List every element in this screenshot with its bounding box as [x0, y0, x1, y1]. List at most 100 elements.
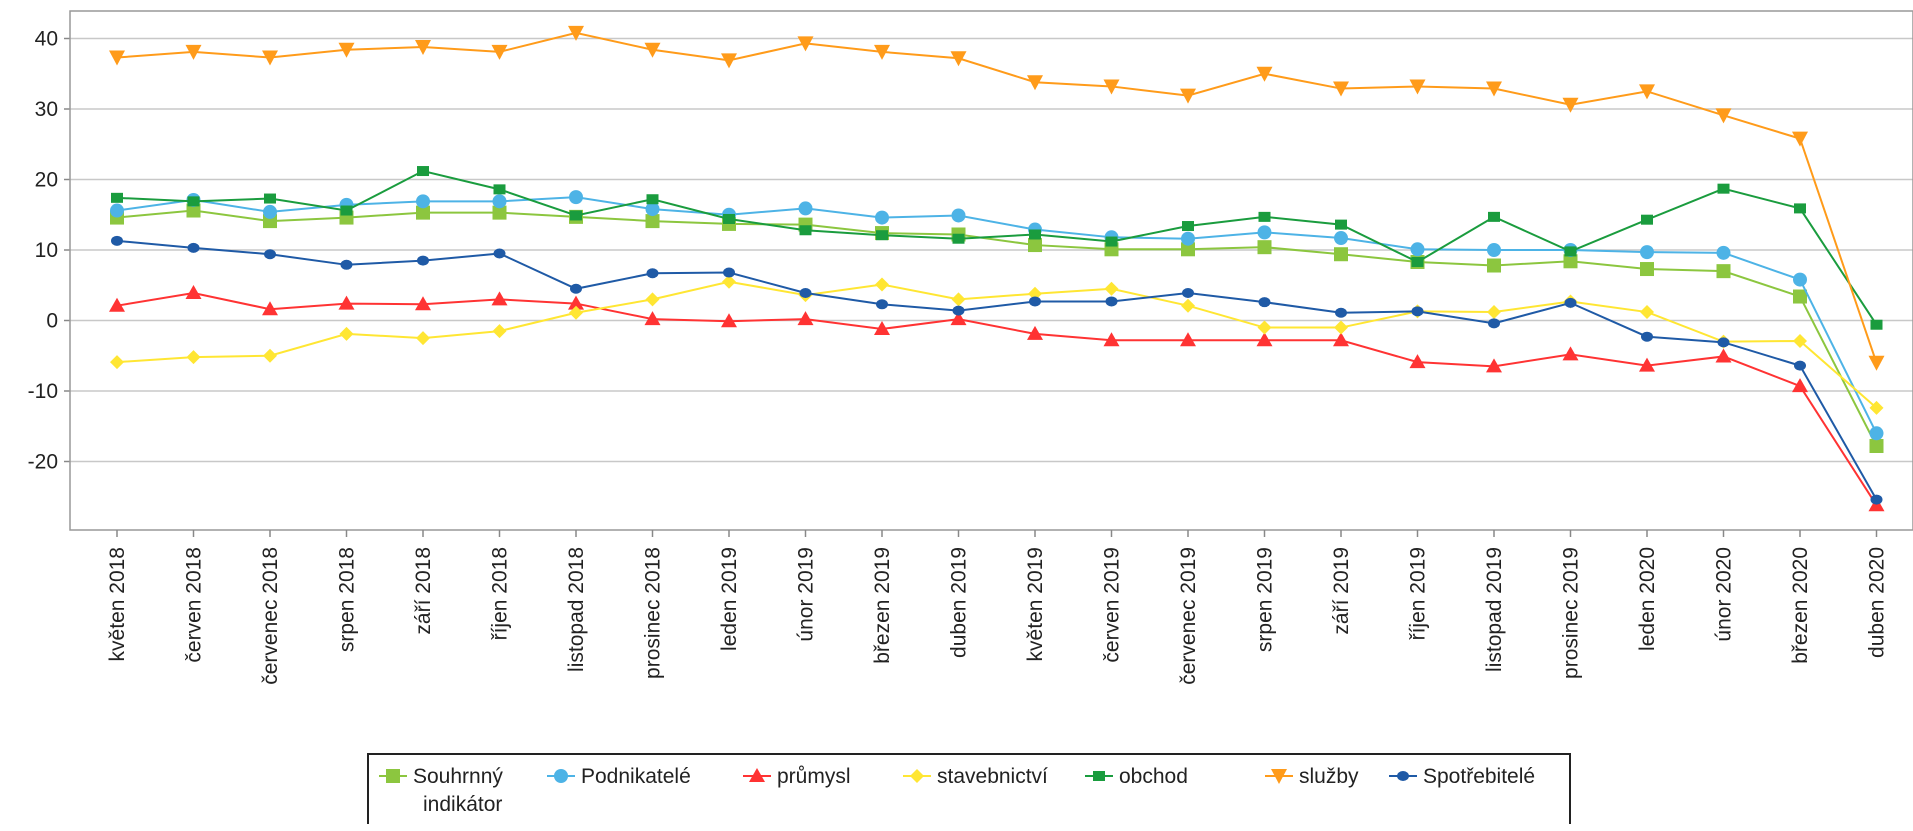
data-point	[187, 196, 200, 207]
data-point	[1334, 247, 1348, 262]
data-point	[722, 274, 736, 289]
data-point	[1640, 262, 1654, 277]
data-point	[263, 204, 277, 219]
legend-marker	[554, 769, 568, 783]
data-point	[721, 53, 737, 69]
data-point	[1411, 256, 1424, 267]
axes	[64, 10, 1913, 537]
data-point	[492, 205, 507, 220]
data-point	[1103, 332, 1120, 347]
data-point	[1794, 203, 1806, 214]
data-point	[797, 36, 814, 52]
data-point	[1180, 332, 1196, 347]
legend-marker	[1397, 771, 1409, 781]
series-služby	[109, 25, 1885, 371]
data-point	[1792, 378, 1808, 393]
data-point	[1487, 243, 1501, 257]
data-point	[1792, 131, 1808, 147]
x-tick-label: červen 2018	[183, 547, 206, 663]
data-point	[1564, 246, 1577, 257]
data-point	[186, 350, 201, 365]
legend-entry: služby	[1265, 765, 1359, 788]
data-point	[874, 320, 890, 335]
x-tick-label: duben 2019	[948, 547, 971, 658]
series-stavebnictví	[110, 274, 1884, 415]
data-point	[797, 311, 814, 326]
data-point	[416, 331, 430, 346]
data-point	[1028, 286, 1042, 301]
data-point	[492, 194, 507, 209]
data-point	[950, 51, 967, 67]
data-point	[874, 44, 890, 60]
x-tick-label: leden 2020	[1636, 547, 1659, 651]
legend-entry: stavebnictví	[903, 765, 1048, 788]
data-point	[644, 311, 661, 326]
x-tick-label: duben 2020	[1866, 547, 1889, 658]
legend-entry: Spotřebitelé	[1389, 765, 1535, 788]
data-point	[645, 214, 660, 229]
data-point	[1256, 66, 1273, 82]
data-point	[1715, 348, 1732, 363]
data-point	[1641, 214, 1653, 225]
data-point	[1103, 79, 1120, 95]
data-point	[1488, 211, 1500, 222]
data-point	[952, 305, 965, 316]
legend-label: Spotřebitelé	[1423, 765, 1535, 788]
legend-entry: průmysl	[743, 765, 851, 788]
data-point	[1410, 242, 1425, 257]
x-tick-label: prosinec 2018	[642, 547, 665, 679]
legend-entry: Podnikatelé	[547, 765, 691, 788]
data-point	[570, 283, 582, 294]
legend-marker	[1093, 771, 1105, 781]
data-point	[1870, 319, 1883, 330]
data-point	[262, 301, 278, 316]
y-tick-label: 30	[35, 98, 58, 121]
data-point	[111, 192, 123, 203]
legend-label: stavebnictví	[937, 765, 1048, 788]
data-point	[1640, 305, 1654, 320]
data-point	[1411, 306, 1424, 317]
data-point	[340, 205, 353, 216]
data-point	[493, 248, 506, 259]
series-line	[116, 31, 1878, 364]
x-tick-label: listopad 2019	[1483, 547, 1506, 672]
x-tick-label: červenec 2019	[1177, 547, 1200, 685]
x-tick-label: březen 2019	[871, 547, 894, 664]
x-tick-label: květen 2018	[106, 547, 129, 661]
gridlines	[70, 37, 1913, 463]
data-point	[109, 50, 125, 66]
data-point	[799, 288, 812, 299]
x-tick-label: červen 2019	[1101, 547, 1124, 663]
data-point	[1181, 231, 1195, 246]
data-point	[1715, 108, 1732, 124]
data-point	[1562, 346, 1579, 361]
data-point	[876, 299, 888, 310]
x-tick-label: leden 2019	[718, 547, 741, 651]
data-point	[723, 267, 735, 278]
series-line	[116, 291, 1878, 506]
data-point	[950, 311, 967, 326]
data-point	[951, 208, 966, 223]
data-point	[952, 233, 965, 244]
series-průmysl	[109, 285, 1885, 512]
data-point	[493, 184, 506, 195]
legend-entry: obchod	[1085, 765, 1188, 788]
data-point	[569, 190, 583, 205]
data-point	[1104, 281, 1119, 296]
data-point	[1335, 219, 1347, 230]
data-point	[1486, 81, 1502, 97]
data-point	[1793, 272, 1807, 287]
data-point	[416, 205, 430, 220]
data-point	[1488, 318, 1500, 329]
data-point	[110, 203, 124, 218]
data-point	[1869, 438, 1884, 453]
series-podnikatelé	[110, 190, 1884, 441]
legend-label: Souhrnný	[413, 765, 503, 788]
data-point	[645, 202, 660, 217]
data-point	[1334, 231, 1348, 246]
x-tick-label: září 2018	[412, 547, 435, 635]
data-point	[491, 44, 508, 60]
legend-label: služby	[1299, 765, 1359, 788]
data-point	[1870, 494, 1883, 505]
data-point	[185, 285, 202, 300]
